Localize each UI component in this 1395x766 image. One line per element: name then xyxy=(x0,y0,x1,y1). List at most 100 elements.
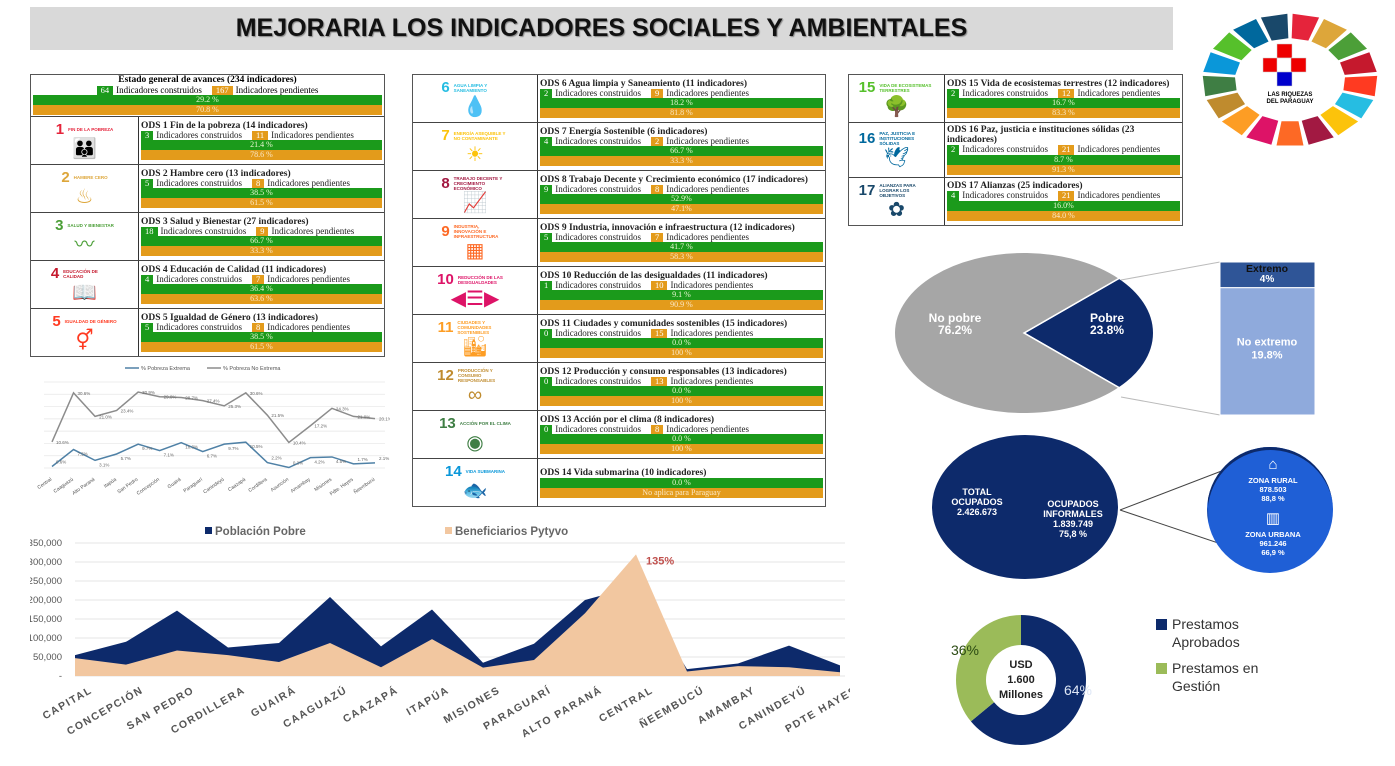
pending-label: Indicadores pendientes xyxy=(267,321,350,332)
built-pct-bar: 38.5 % xyxy=(141,332,382,343)
bowl-icon: ♨ xyxy=(75,186,94,208)
general-pending-bar: 70.8 % xyxy=(33,105,382,115)
logo-segment xyxy=(1221,106,1260,136)
built-label: Indicadores construidos xyxy=(555,231,641,242)
built-label: Indicadores construidos xyxy=(555,87,641,98)
ods-content: ODS 2 Hambre cero (13 indicadores) 5 Indic… xyxy=(139,165,384,212)
pending-count: 11 xyxy=(251,130,269,141)
informal-employed-text: INFORMALES xyxy=(1043,509,1103,519)
legend-label: Aprobados xyxy=(1172,634,1240,650)
flower-icon: ✿ xyxy=(888,198,905,221)
data-label: 24.3% xyxy=(336,406,349,411)
data-label: 21.0% xyxy=(99,414,112,419)
built-count: 18 xyxy=(141,226,158,237)
ods-counts: 5 Indicadores construidos 7 Indicadores pen… xyxy=(540,231,823,243)
pie-group xyxy=(893,251,1155,415)
built-label: Indicadores construidos xyxy=(555,375,641,386)
built-count: 0 xyxy=(540,376,553,387)
ods-number: 8 xyxy=(441,175,450,192)
pending-label: Indicadores pendientes xyxy=(670,327,754,338)
logo-segment xyxy=(1340,52,1377,75)
x-tick-label: Concepción xyxy=(136,477,161,497)
pending-pct-bar: 84.0 % xyxy=(947,210,1180,221)
ods-content: ODS 16 Paz, justicia e instituciones sól… xyxy=(945,123,1182,177)
ods-row-7: 7 Energía asequible y no contaminante ☀ ODS… xyxy=(413,123,825,171)
ods-title: ODS 13 Acción por el clima (8 indicadore… xyxy=(540,414,715,425)
informal-employed-text: 1.839.749 xyxy=(1053,519,1093,529)
built-label: Indicadores construidos xyxy=(160,225,247,236)
ods-13-badge: 13 Acción por el clima ◉ xyxy=(413,411,538,458)
ods-content: ODS 4 Educación de Calidad (11 indicador… xyxy=(139,261,384,308)
ods-7-badge: 7 Energía asequible y no contaminante ☀ xyxy=(413,123,538,170)
ods-title: ODS 10 Reducción de las desigualdades (1… xyxy=(540,270,768,281)
breakdown-name: No extremo xyxy=(1237,336,1298,348)
data-label: 4.5% xyxy=(336,459,346,464)
logo-segment xyxy=(1291,13,1320,41)
built-label: Indicadores construidos xyxy=(555,135,641,146)
ods-counts: 1 Indicadores construidos 10 Indicadores pe… xyxy=(540,280,823,291)
data-label: 30.9% xyxy=(142,390,155,395)
ods-number: 14 xyxy=(444,463,462,480)
pending-label: Indicadores pendientes xyxy=(267,177,350,188)
ods-row-11: 11 Ciudades y comunidades sostenibles 🏙 ODS… xyxy=(413,315,825,363)
logo-segment xyxy=(1202,75,1237,97)
ods-icon-label: Vida de ecosistemas terrestres xyxy=(879,82,932,93)
data-label: 0.6% xyxy=(56,460,66,465)
ods-11-badge: 11 Ciudades y comunidades sostenibles 🏙 xyxy=(413,315,538,362)
breakdown-name: Extremo xyxy=(1246,263,1288,275)
zone-text: ZONA RURAL xyxy=(1248,476,1298,485)
ods-icon-label: Vida submarina xyxy=(465,469,506,474)
breakdown-value: 19.8% xyxy=(1251,349,1282,361)
ods-icon-label: Ciudades y comunidades sostenibles xyxy=(457,320,492,335)
total-employed-text: TOTAL xyxy=(962,487,992,497)
total-employed-text: OCUPADOS xyxy=(951,497,1002,507)
data-label: 28.7% xyxy=(185,395,198,400)
ods-icon-label: Hambre cero xyxy=(73,175,108,180)
ods-title: ODS 9 Industria, innovación e infraestru… xyxy=(540,222,795,233)
logo-cross-block xyxy=(1276,57,1293,73)
poverty-line-chart: % Pobreza Extrema 0.6% 7.5% 3.1% 5.7% 9.7% 7.1… xyxy=(36,366,390,497)
data-label: 10.6% xyxy=(56,440,69,445)
growth-icon: 📈 xyxy=(462,192,488,214)
ods-row-5: 5 Igualdad de género ⚥ ODS 5 Igualdad de Gé… xyxy=(31,309,384,356)
data-label: 4.2% xyxy=(314,460,324,465)
logo-segment xyxy=(1260,13,1289,41)
built-pct-bar: 41.7 % xyxy=(540,242,823,253)
pending-pct-bar: 100 % xyxy=(540,396,823,407)
x-tick-label: CAAZAPÁ xyxy=(340,683,400,725)
pending-count: 15 xyxy=(650,328,668,339)
x-tick-label: Ñeembucú xyxy=(352,476,376,496)
ods-3-badge: 3 Salud y bienestar 〰 xyxy=(31,213,139,260)
built-pct-bar: 66.7 % xyxy=(141,236,382,247)
loans-donut-chart: 64% 36% USD 1.600 Millones Prestamos Aprobados… xyxy=(951,615,1258,745)
zone-text: 961.246 xyxy=(1259,539,1286,548)
ods-counts: 2 Indicadores construidos 21 Indicadores pe… xyxy=(947,144,1180,155)
logo-cross-block xyxy=(1276,43,1293,59)
built-pct-bar: 21.4 % xyxy=(141,140,382,151)
pending-pct-bar: 90.9 % xyxy=(540,300,823,311)
pending-pct-bar: 83.3 % xyxy=(947,108,1180,119)
x-tick-label: Asunción xyxy=(270,477,290,494)
total-employed-ellipse xyxy=(932,435,1118,579)
ods-number: 9 xyxy=(441,223,450,240)
ods-row-10: 10 Reducción de las desigualdades ◀☰▶ ODS 1… xyxy=(413,267,825,315)
ods-counts: 0 Indicadores construidos 15 Indicadores pe… xyxy=(540,327,823,339)
logo-cross-block xyxy=(1290,57,1307,73)
general-pending-count: 167 xyxy=(211,85,233,95)
data-label: 2.2% xyxy=(271,456,281,461)
ods-counts: 5 Indicadores construidos 8 Indicadores pen… xyxy=(141,321,382,333)
ods-icon-label: Trabajo decente y crecimiento económico xyxy=(453,176,503,191)
logo-segment xyxy=(1301,116,1334,145)
slice-name: No pobre xyxy=(929,311,982,325)
x-tick-label: Alto Paraná xyxy=(71,477,96,497)
built-pct-bar: 0.0 % xyxy=(540,434,823,445)
ods-content: ODS 6 Agua limpia y Saneamiento (11 indi… xyxy=(538,75,825,122)
y-tick-label: 350,000 xyxy=(30,538,62,549)
legend-label: % Pobreza Extrema xyxy=(141,366,191,372)
breakdown-value: 4% xyxy=(1260,274,1275,285)
ods-9-badge: 9 Industria, innovación e infraestructura… xyxy=(413,219,538,266)
x-tick-label: Paraguarí xyxy=(182,476,204,494)
data-label: 21.5% xyxy=(271,413,284,418)
pending-pct-bar: 78.6 % xyxy=(141,150,382,161)
